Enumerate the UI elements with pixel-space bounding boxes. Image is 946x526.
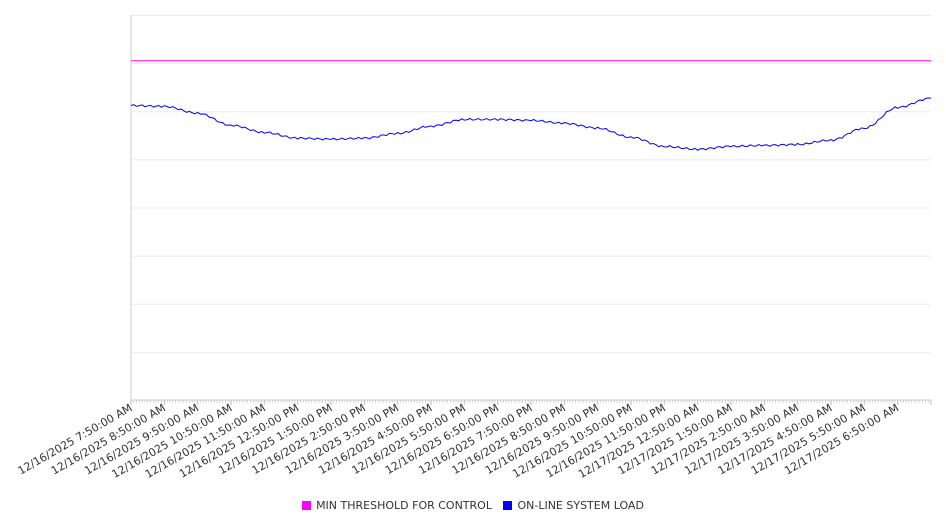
legend-item-load[interactable]: ON-LINE SYSTEM LOAD bbox=[503, 499, 644, 512]
x-ticks bbox=[130, 400, 932, 405]
legend: MIN THRESHOLD FOR CONTROL ON-LINE SYSTEM… bbox=[0, 499, 946, 513]
legend-swatch-load bbox=[503, 501, 513, 510]
legend-label-load: ON-LINE SYSTEM LOAD bbox=[517, 499, 644, 512]
series-lines bbox=[130, 60, 932, 151]
legend-label-threshold: MIN THRESHOLD FOR CONTROL bbox=[316, 499, 492, 512]
legend-swatch-threshold bbox=[302, 501, 312, 510]
legend-item-threshold[interactable]: MIN THRESHOLD FOR CONTROL bbox=[302, 499, 492, 512]
gridlines bbox=[131, 15, 931, 353]
system-load-line bbox=[130, 97, 932, 151]
